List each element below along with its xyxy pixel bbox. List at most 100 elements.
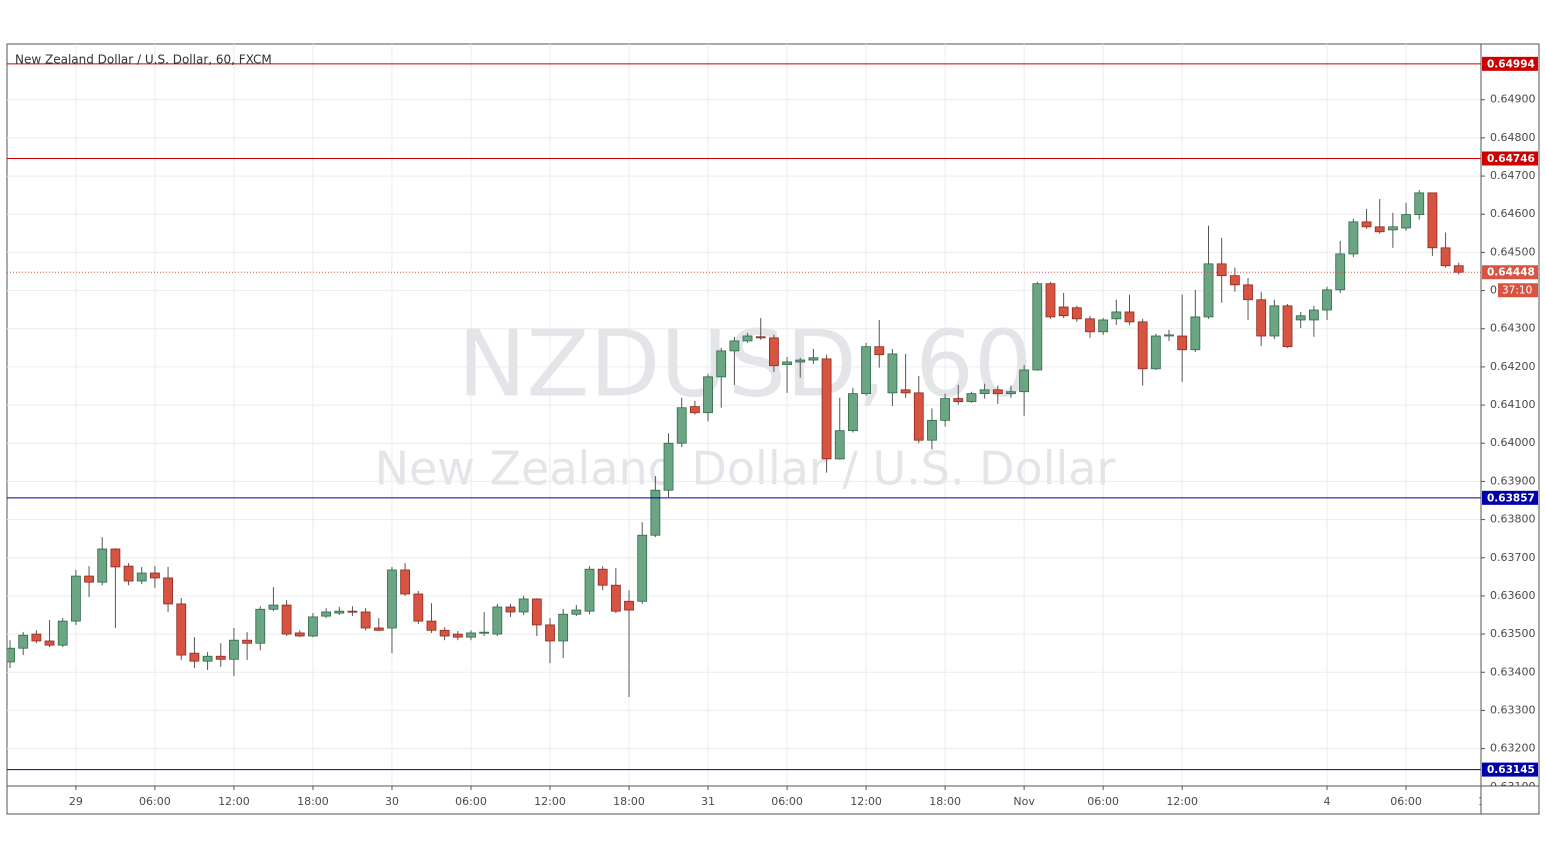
x-tick-label: 06:00 [455,795,487,808]
candle-body [1308,309,1319,321]
candle-body [1361,221,1372,228]
candle-body [1190,316,1201,351]
candle-body [84,575,94,583]
candle-body [953,398,964,403]
candle-body [229,639,239,660]
candle-body [413,593,424,622]
candle-body [663,442,674,491]
y-tick-label: 0.64900 [1490,93,1536,106]
candle-body [887,353,898,394]
candle-body [1374,226,1385,233]
candle-body [848,393,858,432]
candle-body [1322,289,1332,311]
candle-body [861,346,871,395]
candle-body [1150,335,1161,370]
y-tick-label: 0.63700 [1490,551,1536,564]
y-tick-label: 0.63800 [1490,513,1536,526]
candle-body [57,620,68,646]
candle-body [650,489,661,536]
x-tick-label: 12:00 [850,795,882,808]
candle-body [189,652,200,662]
x-tick-label: 29 [69,795,83,808]
candle-body [716,350,727,378]
x-tick-label: 18:00 [929,795,961,808]
candle-body [795,359,806,363]
grid [7,44,1481,786]
candle-body [373,627,384,631]
candle-body [387,569,397,629]
candle-body [900,389,911,394]
y-tick-label: 0.63900 [1490,474,1536,487]
candle-body [97,548,108,583]
plot-area [7,63,1481,771]
candle-body [308,616,318,637]
candle-body [676,407,687,444]
level-label: 0.63857 [1487,492,1535,504]
x-tick-label: 12:00 [218,795,250,808]
x-tick-label: 06:00 [139,795,171,808]
candle-body [729,340,740,352]
candle-body [808,357,819,361]
candle-body [624,600,634,611]
candle-body [1414,192,1425,216]
candle-body [110,548,121,568]
candle-body [466,632,476,638]
x-tick-label: 4 [1324,795,1331,808]
x-tick-label: 06:00 [1390,795,1422,808]
candle-body [136,572,147,582]
time-axis: 29 06:00 12:00 18:00 30 06:00 12:00 18:00 31 06:0… [69,786,1481,808]
candle-body [321,611,332,617]
candle-body [1295,315,1306,321]
level-label-box [1482,151,1538,166]
candle-body [518,598,529,613]
candle-body [1137,321,1148,370]
y-tick-label: 0.64500 [1490,245,1536,258]
x-tick-label: 06:00 [1087,795,1119,808]
candle-body [1401,214,1411,229]
candle-body [479,631,490,634]
x-tick-label: 31 [701,795,715,808]
candle-body [610,584,621,612]
candle-body [492,606,503,635]
candle-body [18,634,29,649]
y-tick-label: 0.64100 [1490,398,1536,411]
y-tick-label: 0.63200 [1490,742,1536,755]
candle-body [1427,192,1438,249]
candle-body [1256,299,1267,337]
candle-body [1111,311,1122,320]
level-label-box [1482,56,1538,71]
candle-body [597,568,608,586]
y-tick-label: 0.64300 [1490,322,1536,335]
candle-body [755,336,766,339]
y-tick-label: 0.64600 [1490,207,1536,220]
candle-body [294,632,305,637]
candle-body [426,620,437,631]
candle-body [1006,391,1016,395]
candle-body [400,569,411,595]
candle-body [1387,226,1398,231]
candle-body [202,655,213,662]
candle-body [1177,335,1188,351]
x-tick-label: 30 [385,795,399,808]
candle-body [268,604,279,610]
countdown-box [1498,283,1538,298]
candle-body [834,430,845,460]
candle-body [1282,305,1293,348]
level-label-box [1482,490,1538,505]
watermark-symbol: NZDUSD, 60 [458,310,1033,417]
y-tick-label: 0.63400 [1490,665,1536,678]
candle-body [176,603,187,656]
candle-body [70,575,81,622]
candle-body [452,633,463,638]
candle-body [874,346,885,356]
candle-body [703,376,713,414]
y-tick-label: 0.64800 [1490,131,1536,144]
candle-body [1269,305,1280,337]
price-axis: 0.63100 0.63200 0.63300 0.63400 0.63500 0.636… [1481,93,1536,786]
level-label-box [1482,265,1538,280]
candle-body [1058,306,1069,317]
level-label: 0.64448 [1487,267,1535,279]
y-tick-label: 0.63300 [1490,703,1536,716]
level-label: 0.64746 [1487,153,1535,165]
